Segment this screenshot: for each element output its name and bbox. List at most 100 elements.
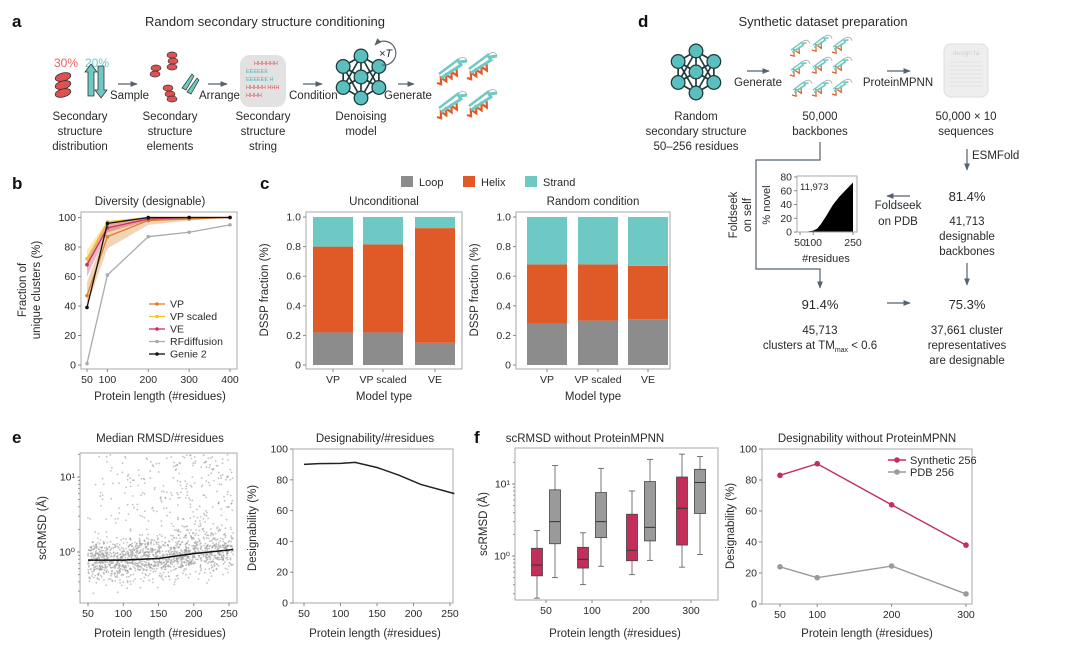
scatter-point: [97, 547, 100, 550]
scatter-point: [106, 548, 109, 551]
y-tick-label: 10⁰: [494, 551, 511, 563]
x-axis-label: Protein length (#residues): [94, 391, 226, 403]
plot-frame: [292, 448, 454, 604]
scatter-point: [89, 555, 92, 558]
scatter-point: [204, 568, 207, 570]
scatter-point: [168, 553, 171, 555]
scatter-point: [118, 482, 120, 484]
scatter-point: [176, 561, 178, 563]
scatter-point: [199, 547, 202, 550]
scatter-point: [205, 509, 207, 512]
scatter-point: [140, 477, 143, 480]
scatter-point: [116, 561, 119, 564]
network-node: [670, 54, 686, 69]
scatter-point: [154, 551, 157, 554]
scatter-point: [149, 547, 152, 550]
scatter-point: [201, 484, 204, 486]
scatter-point: [188, 497, 190, 500]
scatter-point: [129, 562, 131, 564]
scatter-point: [184, 558, 187, 561]
legend-marker: [894, 457, 900, 463]
scatter-point: [189, 503, 192, 506]
scatter-point: [105, 531, 108, 533]
scatter-point: [227, 506, 230, 508]
y-tick-label: 0: [786, 227, 792, 239]
scatter-point: [164, 566, 167, 568]
box-plot: [626, 490, 638, 576]
final-label: 37,661 cluster representatives are desig…: [928, 325, 1007, 367]
strand-cartoon: [812, 58, 825, 68]
scatter-point: [155, 553, 157, 555]
scatter-point: [162, 571, 165, 574]
scatter-point: [223, 495, 226, 498]
scatter-point: [109, 566, 112, 569]
label-elements: Secondary structure elements: [143, 111, 198, 153]
scatter-point: [207, 562, 209, 565]
scatter-point: [221, 462, 224, 465]
scatter-point: [231, 509, 234, 512]
scatter-point: [143, 576, 146, 579]
scatter-point: [231, 537, 234, 540]
scatter-point: [189, 529, 192, 531]
scatter-point: [151, 567, 154, 570]
scatter-point: [188, 454, 191, 457]
scatter-point: [145, 563, 147, 566]
scatter-point: [99, 566, 102, 569]
scatter-point: [143, 492, 146, 495]
scatter-point: [154, 548, 157, 551]
scatter-point: [199, 522, 202, 525]
scatter-point: [207, 457, 210, 460]
scatter-point: [171, 553, 174, 556]
scatter-point: [184, 497, 187, 499]
scatter-point: [229, 557, 232, 560]
scatter-point: [214, 545, 217, 548]
scatter-point: [149, 460, 152, 463]
scatter-point: [132, 554, 134, 556]
scatter-point: [131, 479, 134, 482]
scatter-point: [226, 551, 229, 553]
series-line: [303, 461, 455, 495]
scatter-point: [162, 507, 165, 510]
scatter-point: [95, 547, 98, 549]
scatter-point: [165, 457, 168, 460]
scatter-point: [115, 563, 118, 566]
scatter-point: [126, 541, 128, 544]
scatter-point: [185, 485, 188, 488]
scatter-point: [143, 516, 146, 519]
scatter-point: [117, 517, 119, 520]
scatter-point: [209, 463, 211, 466]
scatter-point: [162, 484, 165, 487]
scatter-point: [179, 496, 181, 499]
scatter-point: [131, 503, 134, 506]
scatter-point: [109, 454, 112, 456]
neural-network-icon: [335, 48, 387, 106]
scatter-point: [167, 558, 170, 560]
scatter-point: [172, 476, 175, 479]
scatter-point: [198, 505, 201, 508]
scatter-point: [141, 534, 144, 536]
data-point: [228, 223, 232, 227]
scatter-point: [155, 510, 158, 513]
label-line: structure: [58, 126, 103, 138]
scatter-point: [162, 490, 165, 493]
scatter-point: [172, 465, 175, 468]
scatter-point: [161, 566, 164, 568]
scatter-point: [217, 530, 220, 533]
scatter-point: [206, 558, 209, 560]
scatter-point: [130, 557, 133, 559]
scatter-point: [186, 491, 189, 493]
scatter-point: [116, 574, 119, 576]
scatter-point: [213, 537, 216, 539]
scatter-point: [154, 570, 157, 573]
y-tick-label: 100: [270, 444, 288, 456]
scatter-point: [208, 568, 211, 570]
scatter-point: [223, 499, 226, 502]
scatter-point: [176, 464, 179, 467]
scatter-point: [217, 541, 220, 544]
scatter-point: [194, 460, 197, 463]
scatter-point: [141, 491, 144, 494]
scatter-point: [214, 547, 217, 550]
scatter-point: [146, 550, 149, 553]
scatter-point: [209, 457, 212, 459]
scatter-point: [181, 550, 183, 552]
